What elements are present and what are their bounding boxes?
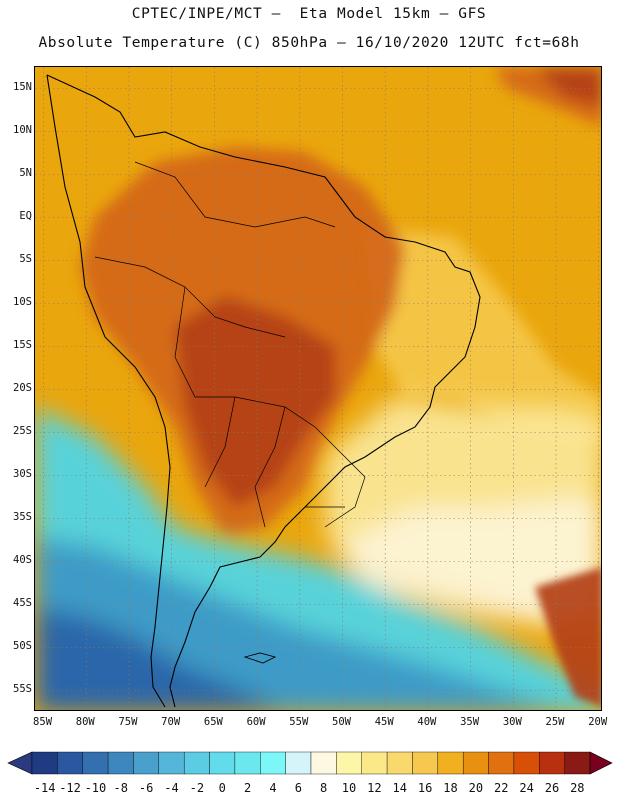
longitude-label: 35W — [460, 716, 480, 728]
colorbar-label: 26 — [544, 781, 560, 795]
colorbar-swatch — [361, 751, 388, 775]
colorbar-swatch — [234, 751, 261, 775]
latitude-label: 55S — [13, 682, 32, 695]
colorbar-label: 16 — [417, 781, 433, 795]
longitude-label: 45W — [374, 716, 394, 728]
colorbar-label: 18 — [443, 781, 458, 795]
latitude-label: 40S — [13, 553, 32, 566]
longitude-label: 85W — [33, 716, 53, 728]
colorbar-label: 2 — [243, 781, 252, 795]
colorbar — [7, 751, 613, 775]
latitude-label: 30S — [13, 467, 32, 480]
colorbar-label: 24 — [519, 781, 534, 795]
colorbar-swatch — [183, 751, 210, 775]
colorbar-swatch — [31, 751, 58, 775]
latitude-label: 10N — [13, 123, 32, 136]
south-america-coastline — [46, 74, 481, 708]
southeast-pacific-warm-field — [535, 567, 601, 707]
latitude-label: 35S — [13, 510, 32, 523]
colorbar-swatch — [336, 751, 362, 775]
colorbar-swatch — [564, 751, 591, 775]
colorbar-label: 14 — [392, 781, 407, 795]
colorbar-label: 22 — [493, 781, 509, 795]
colorbar-swatch — [462, 751, 489, 775]
colorbar-label: -8 — [113, 781, 128, 795]
pale-cream-field — [335, 497, 601, 627]
country-borders — [94, 161, 366, 528]
falklands-islands — [243, 652, 277, 664]
colorbar-label: -4 — [164, 781, 179, 795]
latitude-label: 45S — [13, 596, 32, 609]
colorbar-over-arrow — [589, 751, 613, 775]
longitude-label: 40W — [417, 716, 437, 728]
colorbar-label: -2 — [189, 781, 205, 795]
latitude-label: 15N — [13, 80, 32, 93]
colorbar-swatch — [133, 751, 160, 775]
chaco-hot-field — [175, 297, 335, 507]
colorbar-label: 6 — [294, 781, 302, 795]
ne-brazil-yellow-field — [365, 227, 601, 447]
colorbar-swatch — [386, 751, 413, 775]
longitude-label: 50W — [332, 716, 351, 728]
latitude-label: EQ — [19, 209, 32, 222]
colorbar-label: -14 — [33, 781, 56, 795]
colorbar-under-arrow — [7, 751, 33, 775]
colorbar-label: -10 — [84, 781, 107, 795]
longitude-label: 20W — [588, 716, 608, 728]
latitude-label: 5S — [19, 252, 32, 265]
colorbar-swatch — [285, 751, 312, 775]
temperature-map[interactable] — [34, 66, 602, 711]
latitude-label: 5N — [19, 166, 32, 179]
colorbar-swatch — [437, 751, 464, 775]
longitude-label: 75W — [118, 716, 138, 728]
colorbar-swatch — [539, 751, 565, 775]
latitude-label: 15S — [13, 338, 32, 351]
latitude-label: 10S — [13, 295, 32, 308]
longitude-label: 70W — [161, 716, 181, 728]
colorbar-label: 8 — [320, 781, 328, 795]
colorbar-label: 4 — [269, 781, 277, 795]
longitude-label: 60W — [246, 716, 266, 728]
colorbar-label: 10 — [341, 781, 357, 795]
title-line-1: CPTEC/INPE/MCT – Eta Model 15km – GFS — [131, 6, 487, 22]
colorbar-label: 12 — [367, 781, 382, 795]
latitude-label: 50S — [13, 639, 32, 652]
latitude-label: 25S — [13, 424, 32, 437]
longitude-label: 55W — [289, 716, 309, 728]
caribbean-hot-field — [535, 67, 601, 107]
colorbar-label: -12 — [59, 781, 81, 795]
latitude-label: 20S — [13, 381, 32, 394]
colorbar-swatch — [158, 751, 185, 775]
deep-southern-blue-field — [35, 607, 281, 710]
longitude-label: 30W — [502, 716, 522, 728]
title-line-2: Absolute Temperature (C) 850hPa – 16/10/… — [38, 35, 580, 51]
longitude-label: 25W — [545, 716, 565, 728]
colorbar-swatch — [488, 751, 515, 775]
longitude-label: 65W — [203, 716, 223, 728]
colorbar-label: 20 — [468, 781, 484, 795]
colorbar-swatch — [209, 751, 236, 775]
colorbar-label: -6 — [138, 781, 154, 795]
lat-lon-grid — [35, 67, 601, 710]
colorbar-label: 28 — [570, 781, 585, 795]
pacific-coastline — [46, 74, 171, 708]
colorbar-label: 0 — [218, 781, 226, 795]
colorbar-swatch — [82, 751, 109, 775]
colorbar-swatch — [260, 751, 286, 775]
colorbar-swatch — [57, 751, 83, 775]
colorbar-swatch — [107, 751, 134, 775]
colorbar-swatch — [310, 751, 337, 775]
colorbar-swatch — [412, 751, 439, 775]
colorbar-swatch — [513, 751, 540, 775]
longitude-label: 80W — [75, 716, 95, 728]
